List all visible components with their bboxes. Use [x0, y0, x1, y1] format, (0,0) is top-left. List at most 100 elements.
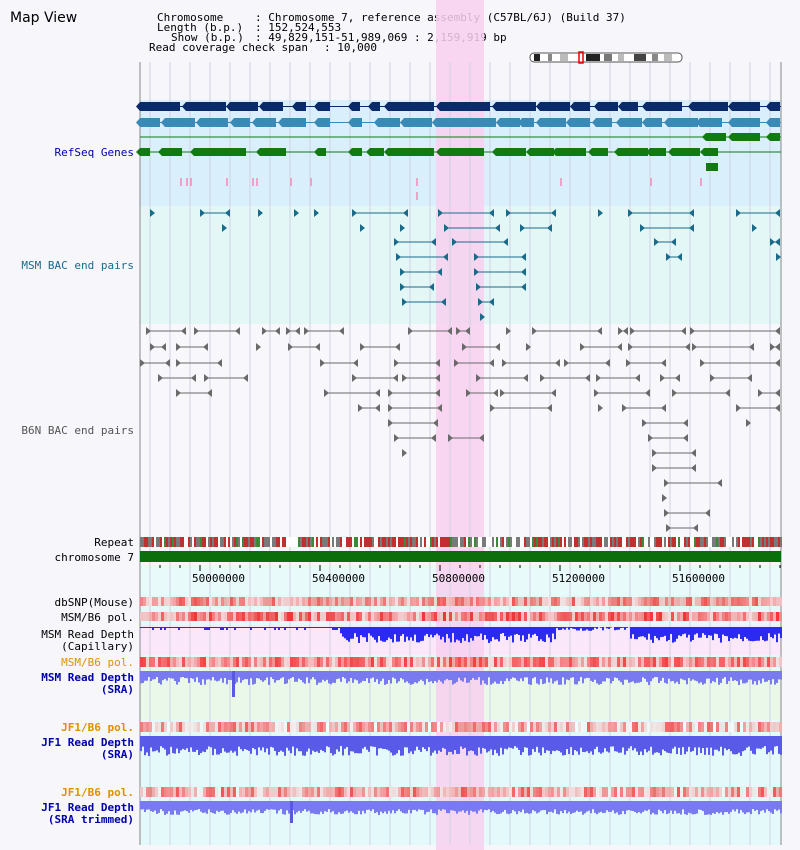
msm-b6-pol-2-heat-cell: [287, 657, 290, 667]
bac-end-marker: [645, 389, 650, 397]
repeat-feature: [608, 537, 610, 547]
jf1-trim-depth-bar: [620, 801, 622, 815]
jf1-sra-depth-bar: [472, 736, 474, 752]
repeat-feature: [342, 537, 344, 547]
jf1-b6-pol-2-heat-cell: [380, 787, 383, 797]
jf1-b6-pol-2-heat-cell: [347, 787, 350, 797]
repeat-feature: [726, 537, 728, 547]
msm-sra-depth-bar: [726, 671, 728, 685]
msm-sra-depth-bar: [556, 671, 558, 681]
msm-cap-depth-bar: [518, 627, 520, 635]
gene-block: [596, 118, 612, 127]
jf1-sra-depth-bar: [732, 736, 734, 755]
gene-block: [540, 118, 566, 127]
msm-b6-pol-2-heat-cell: [443, 657, 446, 667]
msm-cap-depth-bar: [578, 627, 580, 631]
repeat-feature: [360, 537, 362, 547]
jf1-trim-depth-bar: [334, 801, 336, 815]
msm-sra-depth-bar: [324, 671, 326, 682]
msm-b6-pol-2-heat-cell: [155, 657, 158, 667]
msm-b6-pol-heat-cell: [233, 612, 236, 621]
bac-end-marker: [564, 359, 569, 367]
gene-arrow: [766, 102, 770, 111]
bac-end-marker: [456, 327, 461, 335]
jf1-sra-depth-bar: [722, 736, 724, 756]
repeat-feature: [248, 537, 250, 547]
jf1-b6-pol-heat-cell: [359, 722, 362, 732]
jf1-sra-depth-bar: [248, 736, 250, 751]
msm-b6-pol-heat-cell: [344, 612, 347, 621]
msm-b6-pol-2-heat-cell: [200, 657, 203, 667]
msm-sra-depth-bar: [768, 671, 770, 681]
msm-sra-depth-bar: [526, 671, 528, 678]
msm-sra-depth-bar: [160, 671, 162, 685]
jf1-b6-pol-heat-cell: [620, 722, 623, 732]
track-label-refseq[interactable]: RefSeq Genes: [54, 146, 134, 159]
msm-b6-pol-2-heat-cell: [623, 657, 626, 667]
repeat-feature: [268, 537, 270, 547]
msm-sra-depth-bar: [634, 671, 636, 684]
repeat-feature: [616, 537, 618, 547]
jf1-b6-pol-heat-cell: [596, 722, 599, 732]
jf1-trim-depth-bar: [540, 801, 542, 811]
repeat-feature: [194, 537, 196, 547]
jf1-b6-pol-heat-cell: [155, 722, 158, 732]
jf1-b6-pol-heat-cell: [179, 722, 182, 732]
jf1-b6-pol-heat-cell: [248, 722, 251, 732]
msm-b6-pol-2-heat-cell: [698, 657, 701, 667]
jf1-sra-depth-bar: [366, 736, 368, 750]
msm-b6-pol-heat-cell: [257, 612, 260, 621]
show-key: Show (b.p.): [171, 31, 244, 44]
jf1-trim-depth-bar: [216, 801, 218, 811]
dbsnp-heat-cell: [572, 597, 575, 606]
bac-end-marker: [191, 374, 196, 382]
dbsnp-heat-cell: [188, 597, 191, 606]
jf1-sra-depth-bar: [386, 736, 388, 750]
repeat-feature: [222, 537, 224, 547]
dbsnp-heat-cell: [743, 597, 746, 606]
jf1-b6-pol-heat-cell: [593, 722, 596, 732]
bac-end-marker: [315, 343, 320, 351]
dbsnp-heat-cell: [302, 597, 305, 606]
msm-cap-depth-bar: [546, 627, 548, 635]
msm-b6-pol-2-heat-cell: [524, 657, 527, 667]
track-label-msm-bac[interactable]: MSM BAC end pairs: [21, 259, 134, 272]
msm-sra-depth-bar: [656, 671, 658, 678]
jf1-sra-depth-bar: [348, 736, 350, 756]
msm-cap-depth-bar: [726, 627, 728, 637]
jf1-b6-pol-2-heat-cell: [566, 787, 569, 797]
jf1-sra-depth-bar: [284, 736, 286, 756]
bac-end-marker: [203, 343, 208, 351]
jf1-b6-pol-2-heat-cell: [725, 787, 728, 797]
msm-b6-pol-heat-cell: [149, 612, 152, 621]
repeat-feature: [264, 537, 266, 547]
repeat-feature: [480, 537, 482, 547]
jf1-b6-pol-heat-cell: [632, 722, 635, 732]
msm-b6-pol-2-heat-cell: [554, 657, 557, 667]
msm-b6-pol-heat-cell: [320, 612, 323, 621]
jf1-sra-depth-bar: [692, 736, 694, 752]
jf1-trim-depth-bar: [340, 801, 342, 814]
msm-b6-pol-heat-cell: [347, 612, 350, 621]
jf1-trim-depth-bar: [162, 801, 164, 812]
repeat-feature: [562, 537, 564, 547]
msm-sra-depth-bar: [530, 671, 532, 685]
msm-b6-pol-heat-cell: [413, 612, 416, 621]
jf1-trim-depth-spike: [290, 801, 293, 823]
track-label-b6n-bac[interactable]: B6N BAC end pairs: [21, 424, 134, 437]
jf1-b6-pol-heat-cell: [536, 722, 539, 732]
jf1-b6-pol-2-heat-cell: [590, 787, 593, 797]
jf1-trim-depth-bar: [330, 801, 332, 813]
jf1-trim-depth-bar: [190, 801, 192, 810]
jf1-sra-depth-bar: [634, 736, 636, 749]
msm-cap-depth-bar: [140, 627, 142, 628]
jf1-trim-depth-bar: [374, 801, 376, 814]
msm-cap-depth-bar: [634, 627, 636, 640]
repeat-feature: [250, 537, 252, 547]
jf1-b6-pol-2-heat-cell: [302, 787, 305, 797]
msm-b6-pol-2-heat-cell: [272, 657, 275, 667]
dbsnp-heat-cell: [611, 597, 614, 606]
jf1-trim-depth-bar: [714, 801, 716, 814]
jf1-b6-pol-2-heat-cell: [518, 787, 521, 797]
